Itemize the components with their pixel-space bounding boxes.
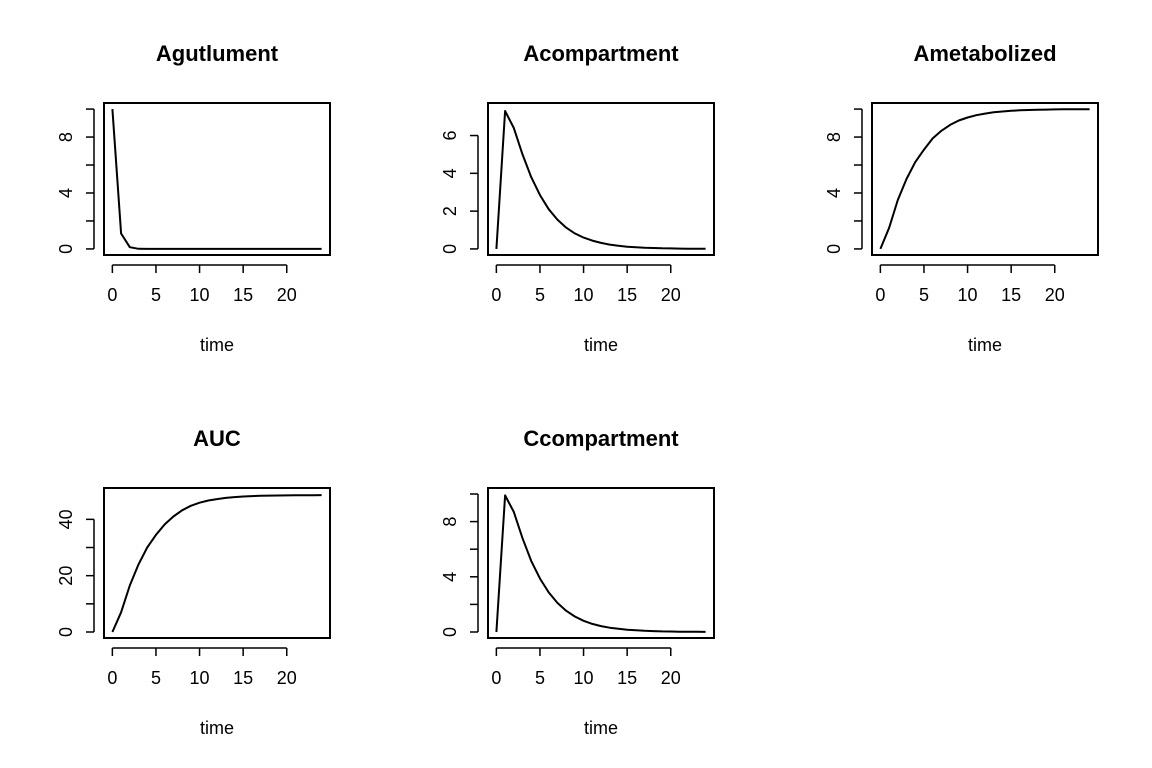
chart-title: Agutlument (156, 41, 279, 66)
x-axis-label: time (584, 718, 618, 738)
x-tick-label: 20 (661, 285, 681, 305)
plot-frame (103, 102, 331, 256)
plot-frame (487, 102, 715, 256)
x-tick-label: 10 (190, 285, 210, 305)
chart-panel-1: Agutlument 0 5 10 15 20 time 0 4 8 (56, 41, 331, 355)
x-tick-label: 15 (617, 668, 637, 688)
chart-title: Acompartment (523, 41, 679, 66)
x-tick-label: 0 (107, 285, 117, 305)
x-tick-label: 0 (491, 285, 501, 305)
y-tick-label: 6 (440, 131, 460, 141)
series-line (111, 494, 322, 633)
x-tick-label: 10 (574, 668, 594, 688)
chart-panel-4: AUC 0 5 10 15 20 time 0 20 40 (56, 426, 331, 738)
y-tick-label: 0 (824, 244, 844, 254)
y-tick-label: 0 (56, 244, 76, 254)
chart-title: Ccompartment (523, 426, 679, 451)
series-line (879, 108, 1090, 250)
x-axis-label: time (968, 335, 1002, 355)
x-axis-label: time (200, 718, 234, 738)
x-tick-label: 20 (1045, 285, 1065, 305)
y-tick-label: 8 (440, 517, 460, 527)
y-tick-label: 0 (440, 627, 460, 637)
x-tick-label: 0 (491, 668, 501, 688)
chart-title: Ametabolized (913, 41, 1056, 66)
y-tick-label: 20 (56, 566, 76, 586)
plot-frame (871, 102, 1099, 256)
plot-frame (487, 487, 715, 639)
x-tick-label: 15 (233, 668, 253, 688)
y-tick-label: 8 (56, 132, 76, 142)
plot-frame (103, 487, 331, 639)
y-tick-label: 4 (440, 168, 460, 178)
y-tick-label: 2 (440, 206, 460, 216)
x-tick-label: 0 (875, 285, 885, 305)
x-tick-label: 15 (233, 285, 253, 305)
x-axis-label: time (584, 335, 618, 355)
series-line (495, 110, 706, 250)
x-tick-label: 15 (617, 285, 637, 305)
x-tick-label: 10 (190, 668, 210, 688)
x-tick-label: 15 (1001, 285, 1021, 305)
y-tick-label: 4 (824, 188, 844, 198)
y-tick-label: 0 (440, 244, 460, 254)
series-line (111, 109, 322, 250)
chart-title: AUC (193, 426, 241, 451)
chart-panel-3: Ametabolized 0 5 10 15 20 time 0 4 8 (824, 41, 1099, 355)
x-tick-label: 20 (661, 668, 681, 688)
y-tick-label: 4 (56, 188, 76, 198)
chart-panel-5: Ccompartment 0 5 10 15 20 time 0 4 8 (440, 426, 715, 738)
x-tick-label: 5 (151, 285, 161, 305)
x-tick-label: 20 (277, 285, 297, 305)
chart-panel-2: Acompartment 0 5 10 15 20 time 0 2 4 6 (440, 41, 715, 355)
x-tick-label: 10 (958, 285, 978, 305)
x-tick-label: 0 (107, 668, 117, 688)
x-tick-label: 5 (919, 285, 929, 305)
x-tick-label: 5 (535, 285, 545, 305)
y-tick-label: 40 (56, 509, 76, 529)
x-tick-label: 10 (574, 285, 594, 305)
y-tick-label: 4 (440, 572, 460, 582)
x-axis-label: time (200, 335, 234, 355)
series-line (495, 494, 706, 633)
x-tick-label: 5 (151, 668, 161, 688)
y-tick-label: 8 (824, 132, 844, 142)
y-tick-label: 0 (56, 627, 76, 637)
x-tick-label: 5 (535, 668, 545, 688)
x-tick-label: 20 (277, 668, 297, 688)
